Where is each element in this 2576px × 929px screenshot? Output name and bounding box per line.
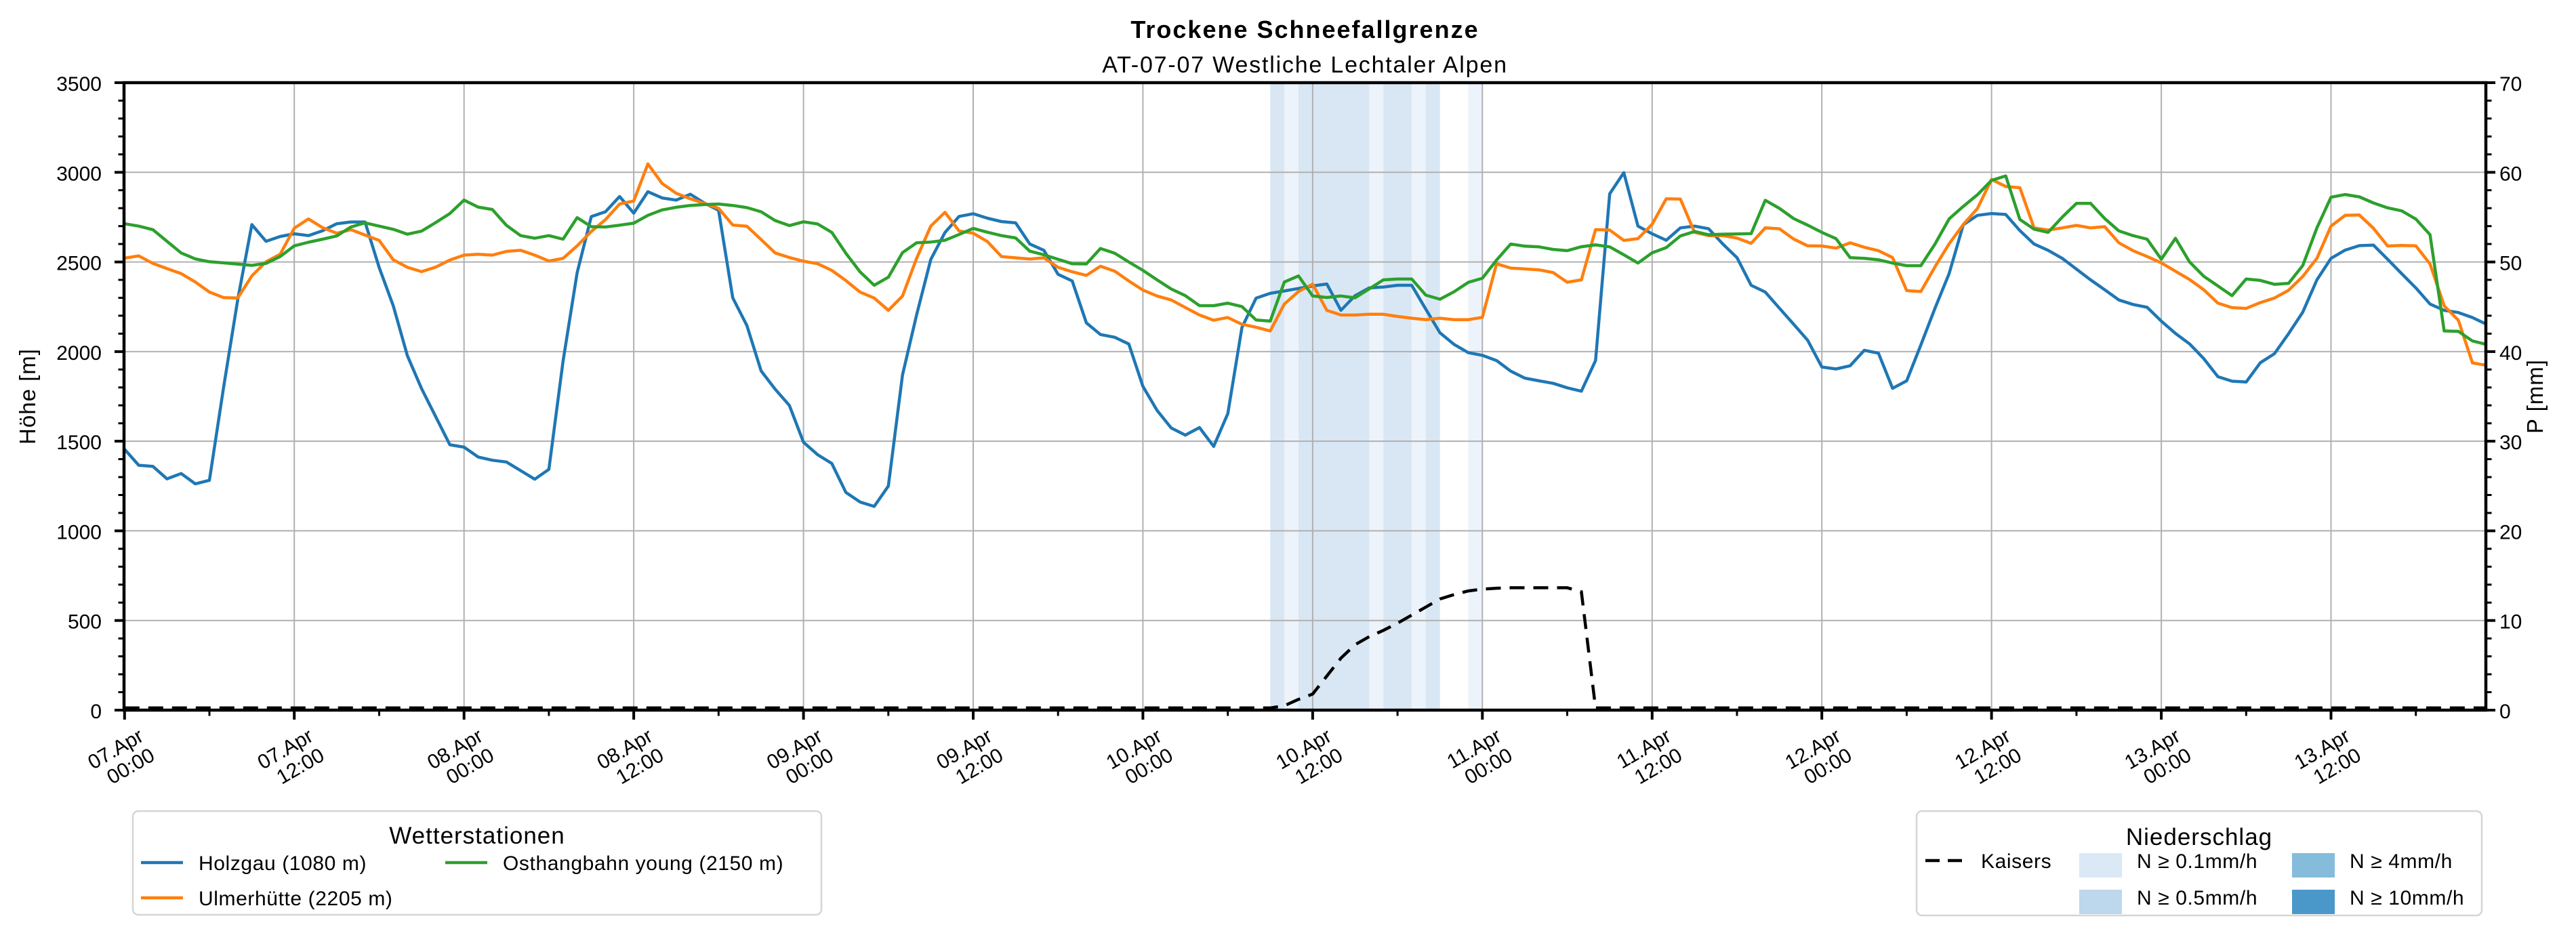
svg-text:0: 0 [90,701,102,723]
svg-text:1000: 1000 [56,521,102,543]
svg-text:2000: 2000 [56,342,102,365]
svg-text:10: 10 [2499,611,2522,634]
svg-text:P [mm]: P [mm] [2522,359,2548,434]
svg-text:Holzgau (1080 m): Holzgau (1080 m) [199,852,367,875]
svg-text:N ≥ 0.5mm/h: N ≥ 0.5mm/h [2137,887,2257,909]
svg-text:1500: 1500 [56,432,102,454]
svg-text:Höhe [m]: Höhe [m] [15,348,40,445]
svg-text:20: 20 [2499,521,2522,543]
svg-text:50: 50 [2499,253,2522,275]
svg-text:500: 500 [68,611,102,634]
svg-text:60: 60 [2499,163,2522,185]
svg-text:N ≥ 4mm/h: N ≥ 4mm/h [2350,850,2453,873]
svg-text:N ≥ 10mm/h: N ≥ 10mm/h [2350,887,2464,909]
svg-text:Kaisers: Kaisers [1981,850,2051,873]
svg-text:AT-07-07 Westliche Lechtaler A: AT-07-07 Westliche Lechtaler Alpen [1102,52,1508,78]
svg-text:70: 70 [2499,73,2522,96]
svg-text:Trockene Schneefallgrenze: Trockene Schneefallgrenze [1130,16,1479,43]
svg-text:3000: 3000 [56,163,102,185]
svg-text:Ulmerhütte (2205 m): Ulmerhütte (2205 m) [199,888,393,910]
svg-text:2500: 2500 [56,253,102,275]
svg-text:N ≥ 0.1mm/h: N ≥ 0.1mm/h [2137,850,2257,873]
svg-text:Niederschlag: Niederschlag [2126,824,2272,850]
svg-text:0: 0 [2499,701,2511,723]
svg-text:Osthangbahn young (2150 m): Osthangbahn young (2150 m) [503,852,783,875]
svg-text:30: 30 [2499,432,2522,454]
svg-text:Wetterstationen: Wetterstationen [389,823,565,849]
svg-text:3500: 3500 [56,73,102,96]
svg-text:40: 40 [2499,342,2522,365]
